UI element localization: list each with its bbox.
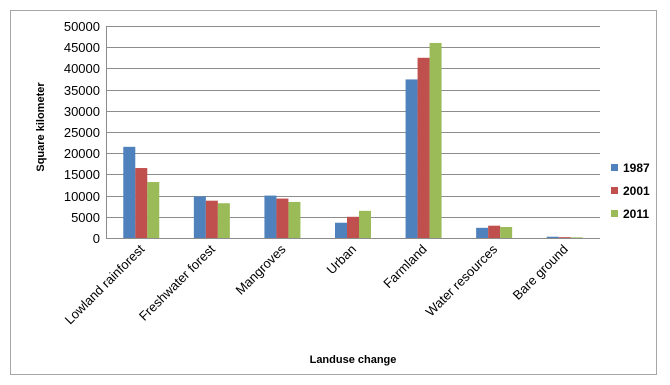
gridlines <box>106 26 600 239</box>
bar-2011 <box>429 42 442 239</box>
y-tick-label: 0 <box>93 231 100 246</box>
y-tick-label: 45000 <box>64 40 100 55</box>
bar-2001 <box>135 168 148 238</box>
bar-2001 <box>488 225 501 238</box>
bars <box>123 42 583 239</box>
y-tick-label: 25000 <box>64 125 100 140</box>
legend-swatch-1987 <box>611 164 618 171</box>
bar-2011 <box>570 237 583 238</box>
bar-1987 <box>405 79 418 238</box>
legend-label: 1987 <box>623 161 650 175</box>
y-tick-label: 35000 <box>64 83 100 98</box>
bar-1987 <box>546 236 559 238</box>
y-tick-label: 40000 <box>64 61 100 76</box>
chart-border <box>10 10 657 375</box>
bar-1987 <box>193 196 206 238</box>
bar-2011 <box>500 226 513 238</box>
bar-2001 <box>205 200 218 238</box>
bar-2001 <box>347 216 359 238</box>
bar-2011 <box>147 182 160 238</box>
bar-2001 <box>558 237 571 238</box>
legend-label: 2011 <box>623 207 649 221</box>
bar-2001 <box>276 198 289 238</box>
bar-2011 <box>288 201 301 238</box>
y-tick-label: 50000 <box>64 19 100 34</box>
bar-2011 <box>359 210 371 238</box>
bar-1987 <box>123 146 136 238</box>
y-tick-label: 10000 <box>64 189 100 204</box>
y-axis-label: Square kilometer <box>35 82 47 172</box>
y-tick-label: 15000 <box>64 167 100 182</box>
bar-1987 <box>335 222 347 238</box>
legend-label: 2001 <box>623 184 650 198</box>
x-axis-label: Landuse change <box>310 354 397 366</box>
y-tick-label: 30000 <box>64 104 100 119</box>
bar-1987 <box>264 195 277 238</box>
y-tick-label: 20000 <box>64 146 100 161</box>
bar-2001 <box>417 57 430 238</box>
legend: 1987 2001 2011 <box>611 161 650 221</box>
bar-1987 <box>476 227 489 238</box>
legend-swatch-2011 <box>611 210 618 217</box>
bar-2011 <box>217 203 230 238</box>
y-axis-ticks: 0 5000 10000 15000 20000 25000 30000 35000 40000… <box>64 19 100 246</box>
y-tick-label: 5000 <box>71 210 100 225</box>
legend-swatch-2001 <box>611 187 618 194</box>
